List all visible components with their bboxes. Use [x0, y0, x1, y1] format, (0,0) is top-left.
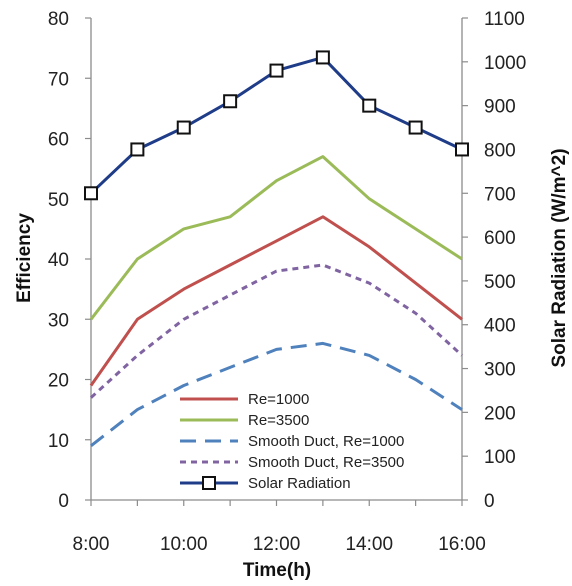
y2-tick-label: 900	[484, 97, 516, 118]
y2-tick-label: 400	[484, 316, 516, 337]
y-tick-label: 40	[48, 250, 69, 271]
series-line	[89, 155, 463, 321]
y-tick-label: 50	[48, 190, 69, 211]
series-marker	[315, 50, 330, 65]
legend-label: Solar Radiation	[248, 475, 351, 492]
series-line	[90, 341, 463, 447]
y2-tick-label: 500	[484, 272, 516, 293]
y2-tick-label: 200	[484, 403, 516, 424]
series-line	[89, 55, 463, 195]
series-marker	[130, 142, 145, 157]
legend-label: Smooth Duct, Re=1000	[248, 433, 404, 450]
y-tick-label: 30	[48, 310, 69, 331]
y2-tick-label: 0	[484, 491, 495, 512]
legend-marker	[202, 476, 216, 490]
legend-label: Smooth Duct, Re=3500	[248, 454, 404, 471]
y-tick-label: 60	[48, 130, 69, 151]
axes	[85, 17, 468, 506]
series-marker	[84, 186, 98, 201]
y2-tick-label: 1100	[484, 9, 525, 30]
y2-axis-title: Solar Radiation (W/m^2)	[549, 148, 570, 367]
legend-label: Re=3500	[248, 412, 309, 429]
series-marker	[408, 120, 423, 135]
y2-tick-label: 600	[484, 228, 516, 249]
y2-tick-label: 800	[484, 140, 516, 161]
series-line	[89, 263, 464, 399]
y2-tick-label: 300	[484, 360, 516, 381]
y-axis-title: Efficiency	[14, 213, 35, 303]
y-tick-label: 0	[58, 491, 69, 512]
legend: Re=1000 Re=3500 Smooth Duct, Re=1000 Smooth…	[180, 391, 404, 492]
x-tick-label: 16:00	[438, 534, 486, 555]
y2-tick-label: 700	[484, 184, 516, 205]
y-tick-label: 70	[48, 69, 69, 90]
x-tick-label: 8:00	[73, 534, 110, 555]
series-line	[89, 215, 463, 387]
x-tick-label: 14:00	[345, 534, 393, 555]
y-tick-label: 80	[48, 9, 69, 30]
series-marker	[223, 94, 238, 109]
series-markers	[84, 50, 469, 201]
y-tick-label: 20	[48, 371, 69, 392]
x-tick-label: 10:00	[160, 534, 208, 555]
series-marker	[455, 142, 469, 157]
y2-tick-label: 100	[484, 447, 516, 468]
series-marker	[362, 98, 377, 113]
tick-labels: 0102030405060708001002003004005006007008…	[48, 9, 526, 555]
series-lines	[89, 55, 464, 447]
series-marker	[176, 120, 191, 135]
series-marker	[269, 63, 284, 78]
x-axis-title: Time(h)	[243, 560, 311, 581]
x-tick-label: 12:00	[253, 534, 301, 555]
legend-label: Re=1000	[248, 391, 309, 408]
y2-tick-label: 1000	[484, 53, 526, 74]
y-tick-label: 10	[48, 431, 69, 452]
